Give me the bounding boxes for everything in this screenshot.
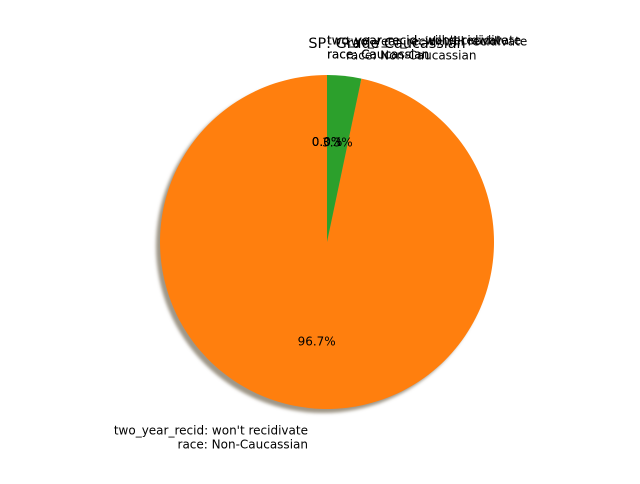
pie-slice bbox=[159, 75, 494, 409]
pie-slice-percent-label: 96.7% bbox=[298, 335, 336, 349]
pie-slice-percent-label: 0.0% bbox=[312, 135, 343, 149]
pie-slices bbox=[159, 75, 494, 409]
pie-slice-category-label: two_year_recid: won't recidivate race: No… bbox=[114, 424, 308, 452]
chart-title: SP: Grade Caucassian bbox=[308, 36, 465, 52]
pie-labels: 0.0% two_year_recid: will recidivate race:… bbox=[114, 33, 527, 451]
pie-slice-category-label: two_year_recid: will recidivate race: Non… bbox=[346, 34, 527, 62]
pie-slice-percent-label: 0.0% bbox=[312, 135, 343, 149]
pie-slice-category-label: two_year_recid: won't recidivate race: Ca… bbox=[327, 33, 521, 61]
pie-slice bbox=[327, 75, 362, 242]
pie-slice-category-label: two_year_recid: will recidivate race: Cau… bbox=[327, 33, 508, 61]
pie-slice-percent-label: 3.3% bbox=[322, 135, 353, 149]
